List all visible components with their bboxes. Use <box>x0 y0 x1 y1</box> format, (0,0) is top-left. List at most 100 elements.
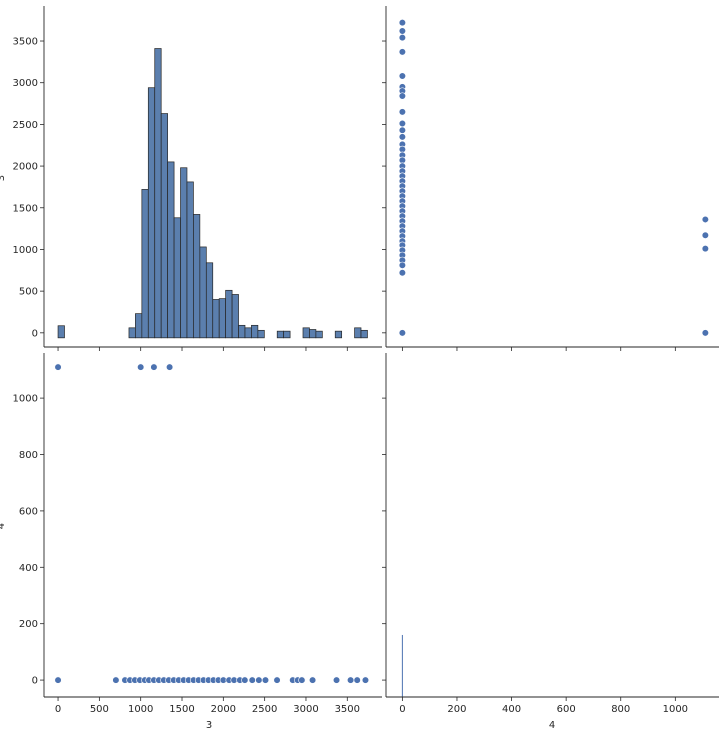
scatter-point <box>346 676 355 684</box>
scatter-point <box>112 676 120 684</box>
hist4-x-tick-label: 800 <box>611 704 630 715</box>
scatter-bl-x-tick-label: 1000 <box>128 704 153 715</box>
scatter-bl-y-tick-label: 400 <box>19 563 38 574</box>
histogram-bar <box>225 289 233 339</box>
scatter-point <box>398 19 406 27</box>
hist4-x-tick-label: 0 <box>399 704 405 715</box>
y-axis-label-bottom: 4 <box>0 523 7 529</box>
histogram-bar <box>212 299 220 339</box>
histogram-bar <box>167 161 175 339</box>
scatter-bl-x-tick-label: 1500 <box>169 704 194 715</box>
histogram-bar <box>186 181 194 339</box>
x-axis-label-right: 4 <box>549 720 555 731</box>
y-axis-label-top: 3 <box>0 175 7 181</box>
histogram-bar <box>360 329 368 339</box>
x-axis-label-left: 3 <box>206 720 212 731</box>
histogram-bar <box>218 298 226 339</box>
hist4-x-tick-label: 600 <box>557 704 576 715</box>
scatter-point <box>54 676 62 684</box>
histogram-bar <box>199 246 207 339</box>
scatter-point <box>398 269 406 277</box>
scatter-point <box>398 329 406 337</box>
scatter-point <box>398 92 406 100</box>
histogram-bar <box>302 327 310 339</box>
hist3-y-tick-label: 0 <box>32 328 38 339</box>
scatter-point <box>398 34 406 42</box>
hist4-x-tick-label: 1000 <box>663 704 688 715</box>
hist3-y-tick-label: 1500 <box>13 203 38 214</box>
histogram-bar <box>315 330 323 339</box>
scatter-point <box>298 676 306 684</box>
scatter-bl-y-tick-label: 0 <box>32 676 38 687</box>
scatter-point <box>332 676 341 684</box>
scatter-point <box>166 363 174 371</box>
scatter-bl-x-tick-label: 2500 <box>252 704 277 715</box>
histogram-bar <box>238 324 246 339</box>
hist3-y-tick-label: 3500 <box>13 37 38 48</box>
scatter-point <box>701 215 709 224</box>
hist3-y-tick-label: 3000 <box>13 78 38 89</box>
histogram-bar <box>180 167 188 339</box>
histogram-bar <box>57 325 65 339</box>
histogram-bar <box>141 189 149 339</box>
histogram-bar <box>309 329 317 339</box>
scatter-point <box>701 245 709 253</box>
scatter-point <box>361 676 370 684</box>
histogram-bar <box>154 48 162 339</box>
histogram-bar <box>160 113 168 339</box>
histogram-panel-3: 0 500 1000 1500 2000 2500 3000 3500 <box>13 6 382 351</box>
scatter-point <box>398 108 406 116</box>
histogram-bar <box>334 330 343 339</box>
histogram-bar <box>147 87 156 339</box>
histogram-bar <box>354 327 362 339</box>
scatter-point <box>255 676 263 684</box>
hist4-x-tick-label: 200 <box>447 704 466 715</box>
histogram-bar <box>231 294 239 339</box>
scatter-point <box>241 676 249 684</box>
scatter-bl-y-tick-label: 600 <box>19 506 38 517</box>
histogram-bar <box>193 214 201 339</box>
histogram-bar <box>283 330 291 339</box>
histogram-bar <box>135 313 143 339</box>
histogram-bar <box>128 327 136 339</box>
scatter-panel-3-vs-4 <box>382 6 719 351</box>
scatter-point <box>398 48 406 56</box>
scatter-point <box>261 676 270 684</box>
hist3-y-tick-label: 2000 <box>13 162 38 173</box>
scatter-point <box>273 676 281 684</box>
histogram-bar <box>257 329 265 339</box>
histogram-bar <box>173 217 181 339</box>
hist3-y-tick-label: 2500 <box>13 120 38 131</box>
scatter-point <box>54 363 62 371</box>
histogram-bar <box>205 262 214 339</box>
scatter-bl-x-tick-label: 500 <box>90 704 109 715</box>
scatter-bl-y-tick-label: 200 <box>19 619 38 630</box>
hist3-y-tick-label: 1000 <box>13 245 38 256</box>
scatter-point <box>150 363 158 371</box>
scatter-point <box>353 676 361 684</box>
scatter-point <box>398 27 406 35</box>
histogram-bar <box>251 324 259 339</box>
scatter-bl-x-tick-label: 0 <box>55 704 61 715</box>
scatter-bl-x-tick-label: 2000 <box>211 704 236 715</box>
histogram-bar <box>276 330 285 339</box>
scatter-bl-y-tick-label: 800 <box>19 450 38 461</box>
scatter-point <box>248 676 256 684</box>
scatter-bl-x-tick-label: 3500 <box>335 704 360 715</box>
scatter-point <box>398 261 406 269</box>
scatter-point <box>398 119 406 128</box>
scatter-point <box>398 133 406 141</box>
scatter-point <box>701 231 709 239</box>
scatter-bl-y-tick-label: 1000 <box>13 394 38 405</box>
histogram-panel-4: 0 200 400 600 800 1000 <box>382 353 719 715</box>
scatter-point <box>137 363 145 371</box>
scatter-bl-x-tick-label: 3000 <box>293 704 318 715</box>
histogram-bar <box>244 327 252 339</box>
scatter-point <box>398 72 406 80</box>
hist3-y-tick-label: 500 <box>19 287 38 298</box>
scatter-point <box>701 329 709 337</box>
scatter-panel-4-vs-3: 0 200 400 600 800 1000 0 500 1000 1500 2000 2500 300… <box>13 353 382 715</box>
scatter-point <box>398 126 406 134</box>
hist4-x-tick-label: 400 <box>502 704 521 715</box>
